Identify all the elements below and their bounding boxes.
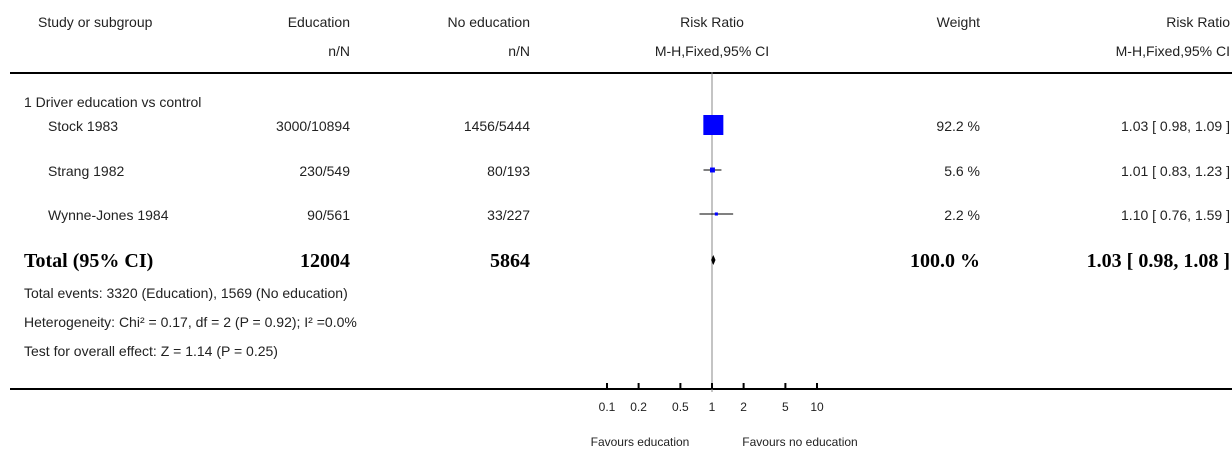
study-exp: 3000/10894 (276, 118, 350, 134)
total-exp: 12004 (300, 250, 350, 272)
axis-tick-label: 0.1 (599, 400, 616, 414)
total-rr: 1.03 [ 0.98, 1.08 ] (1086, 250, 1230, 272)
study-name: Stock 1983 (48, 118, 119, 134)
study-name: Strang 1982 (48, 163, 125, 179)
axis-tick-label: 2 (740, 400, 747, 414)
axis-tick-label: 0.2 (630, 400, 647, 414)
header-no-education: No education (447, 14, 530, 30)
study-name: Wynne-Jones 1984 (48, 207, 169, 223)
study-exp: 90/561 (307, 207, 350, 223)
header-risk-ratio-sub: M-H,Fixed,95% CI (1115, 43, 1230, 59)
heterogeneity: Heterogeneity: Chi² = 0.17, df = 2 (P = … (24, 314, 357, 330)
study-exp: 230/549 (299, 163, 350, 179)
header-rule (10, 72, 1232, 74)
header-risk-ratio: Risk Ratio (1166, 14, 1230, 30)
study-ctrl: 80/193 (487, 163, 530, 179)
study-marker (703, 115, 724, 135)
footer-rule (10, 388, 1232, 390)
header-risk-ratio-plot-sub: M-H,Fixed,95% CI (654, 43, 770, 59)
header-education-sub: n/N (328, 43, 350, 59)
axis-tick-label: 0.5 (672, 400, 689, 414)
header-no-education-sub: n/N (508, 43, 530, 59)
header-weight: Weight (936, 14, 980, 30)
study-marker (709, 167, 715, 173)
header-study: Study or subgroup (38, 14, 153, 30)
study-rr: 1.01 [ 0.83, 1.23 ] (1121, 163, 1230, 179)
study-weight: 5.6 % (944, 163, 980, 179)
header-risk-ratio-plot: Risk Ratio (680, 14, 744, 30)
study-ctrl: 33/227 (487, 207, 530, 223)
total-events: Total events: 3320 (Education), 1569 (No… (24, 285, 348, 301)
study-ctrl: 1456/5444 (463, 118, 530, 134)
study-rr: 1.03 [ 0.98, 1.09 ] (1121, 118, 1230, 134)
axis-tick-label: 10 (810, 400, 824, 414)
study-rr: 1.10 [ 0.76, 1.59 ] (1121, 207, 1230, 223)
study-marker (714, 212, 718, 216)
study-weight: 2.2 % (944, 207, 980, 223)
total-diamond (711, 255, 716, 265)
total-label: Total (95% CI) (24, 250, 154, 272)
header-education: Education (287, 14, 350, 30)
total-weight: 100.0 % (910, 250, 980, 272)
axis-tick-label: 1 (709, 400, 716, 414)
total-ctrl: 5864 (490, 250, 530, 272)
favours-right: Favours no education (742, 435, 858, 449)
axis-tick-label: 5 (782, 400, 789, 414)
study-weight: 92.2 % (936, 118, 980, 134)
subgroup-label: 1 Driver education vs control (24, 94, 202, 110)
overall-effect: Test for overall effect: Z = 1.14 (P = 0… (24, 343, 278, 359)
favours-left: Favours education (590, 435, 690, 449)
